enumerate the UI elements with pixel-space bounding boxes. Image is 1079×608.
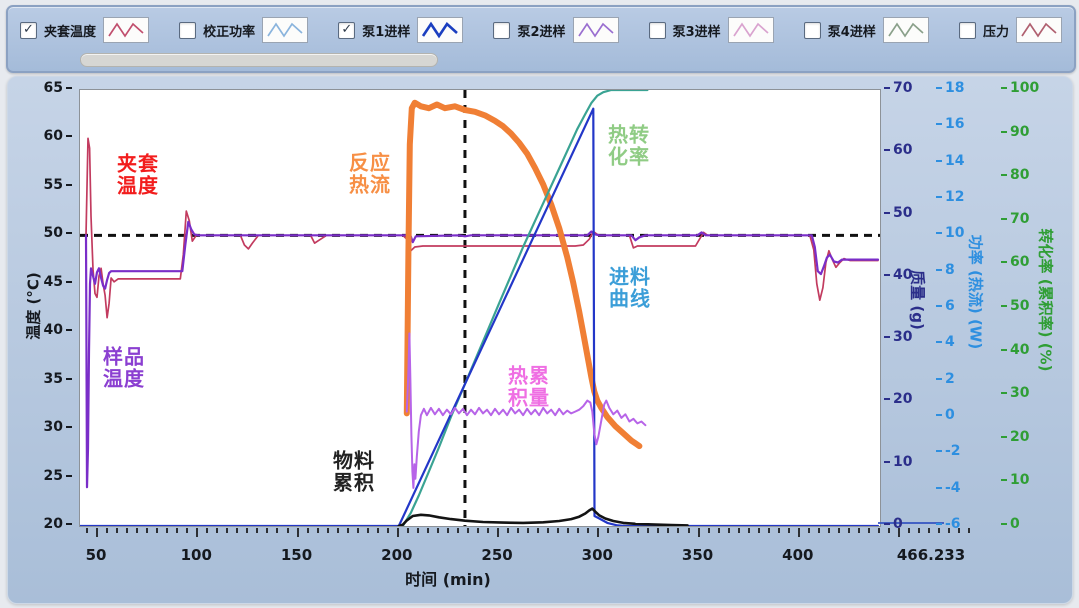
- series-heat-conversion-line: [401, 90, 649, 526]
- legend-checkbox-calibration-power[interactable]: [179, 21, 197, 39]
- legend-label-pump3-feed: 泵3进样: [672, 24, 721, 40]
- legend-label-pump1-feed: 泵1进样: [362, 24, 411, 40]
- series-feed-curve-line: [80, 107, 880, 526]
- annotation-heat-conversion: 热转 化率: [608, 122, 650, 169]
- series-reaction-heat-flow-line: [403, 99, 643, 450]
- legend-label-pressure: 压力: [982, 24, 1009, 40]
- legend-item-pump4-feed[interactable]: 泵4进样: [803, 17, 929, 43]
- series-jacket-temp-line: [85, 137, 879, 319]
- annotation-heat-accumulation: 热累 积量: [508, 363, 550, 410]
- legend-item-jacket-temp[interactable]: ✓ 夹套温度: [20, 17, 150, 43]
- annotation-feed-curve: 进料 曲线: [609, 264, 651, 311]
- chart-panel: 夹套 温度样品 温度 反应 热流 热转 化率进料 曲线热累 积量物料 累积: [7, 76, 1073, 604]
- line-style-icon-pressure: [1015, 17, 1062, 43]
- legend-items: ✓ 夹套温度 校正功率 ✓ 泵1进样 泵2进样 泵3进样 泵4进样 压力: [20, 13, 1062, 47]
- annotation-material-accumulation: 物料 累积: [333, 448, 375, 495]
- plot-area[interactable]: 夹套 温度样品 温度 反应 热流 热转 化率进料 曲线热累 积量物料 累积: [79, 89, 881, 527]
- line-style-icon-jacket-temp: [103, 17, 150, 43]
- line-style-icon-pump4-feed: [882, 17, 929, 43]
- legend-label-jacket-temp: 夹套温度: [44, 24, 97, 40]
- legend-label-calibration-power: 校正功率: [203, 24, 256, 40]
- legend-checkbox-pump1-feed[interactable]: ✓: [338, 21, 356, 39]
- line-style-icon-pump1-feed: [417, 17, 464, 43]
- line-style-icon-pump3-feed: [727, 17, 774, 43]
- line-style-icon-pump2-feed: [572, 17, 619, 43]
- legend-toolbar: ✓ 夹套温度 校正功率 ✓ 泵1进样 泵2进样 泵3进样 泵4进样 压力: [6, 5, 1076, 73]
- legend-item-pump3-feed[interactable]: 泵3进样: [648, 17, 774, 43]
- line-style-icon-calibration-power: [262, 17, 309, 43]
- legend-checkbox-pump2-feed[interactable]: [493, 21, 511, 39]
- legend-checkbox-pump3-feed[interactable]: [648, 21, 666, 39]
- toolbar-scrollbar[interactable]: [18, 53, 1064, 67]
- plot-canvas[interactable]: [80, 90, 880, 526]
- toolbar-scrollbar-thumb[interactable]: [80, 53, 438, 67]
- legend-checkbox-pump4-feed[interactable]: [803, 21, 821, 39]
- legend-label-pump2-feed: 泵2进样: [517, 24, 566, 40]
- annotation-reaction-heat-flow: 反应 热流: [349, 150, 391, 197]
- legend-item-calibration-power[interactable]: 校正功率: [179, 17, 309, 43]
- legend-item-pressure[interactable]: 压力: [958, 17, 1062, 43]
- series-material-accumulation-line: [397, 507, 689, 526]
- series-sample-temp-line: [84, 220, 880, 489]
- legend-item-pump2-feed[interactable]: 泵2进样: [493, 17, 619, 43]
- legend-label-pump4-feed: 泵4进样: [827, 24, 876, 40]
- legend-item-pump1-feed[interactable]: ✓ 泵1进样: [338, 17, 464, 43]
- legend-checkbox-pressure[interactable]: [958, 21, 976, 39]
- annotation-sample-temp: 样品 温度: [103, 344, 145, 391]
- series-heat-accumulation-line: [405, 332, 647, 489]
- legend-checkbox-jacket-temp[interactable]: ✓: [20, 21, 37, 39]
- annotation-jacket-temp: 夹套 温度: [117, 151, 159, 198]
